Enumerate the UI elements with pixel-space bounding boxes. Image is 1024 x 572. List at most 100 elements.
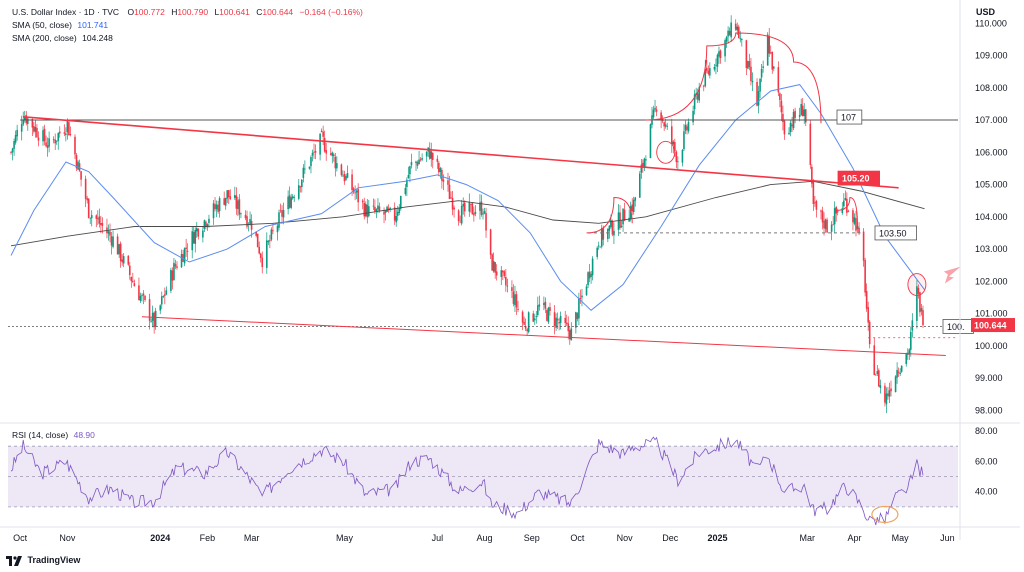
- candle[interactable]: [250, 214, 253, 238]
- candle[interactable]: [151, 305, 154, 328]
- candle[interactable]: [368, 199, 370, 218]
- support-level-label[interactable]: 100.: [942, 319, 974, 334]
- candle[interactable]: [503, 270, 506, 279]
- candle[interactable]: [821, 206, 824, 230]
- candle[interactable]: [800, 98, 802, 116]
- candle[interactable]: [549, 302, 551, 316]
- candle[interactable]: [223, 191, 225, 206]
- candle[interactable]: [22, 111, 25, 127]
- candle[interactable]: [302, 164, 305, 183]
- candle[interactable]: [287, 190, 289, 215]
- candle[interactable]: [515, 290, 518, 315]
- candle[interactable]: [867, 301, 869, 331]
- candle[interactable]: [905, 352, 908, 367]
- candle[interactable]: [640, 158, 643, 179]
- candle[interactable]: [698, 82, 700, 104]
- candle[interactable]: [270, 227, 273, 242]
- candle[interactable]: [798, 107, 801, 122]
- candle[interactable]: [652, 105, 655, 121]
- candle[interactable]: [249, 211, 251, 226]
- candle[interactable]: [459, 215, 461, 223]
- candle[interactable]: [768, 28, 771, 57]
- pattern-arc[interactable]: [836, 196, 859, 227]
- candle[interactable]: [122, 252, 125, 268]
- candle[interactable]: [267, 239, 270, 246]
- candle[interactable]: [579, 289, 582, 304]
- candle[interactable]: [26, 117, 29, 131]
- candle[interactable]: [63, 124, 66, 137]
- candle[interactable]: [266, 232, 268, 274]
- candle[interactable]: [11, 147, 14, 161]
- level-107-label[interactable]: 107: [836, 109, 863, 125]
- candle[interactable]: [670, 118, 673, 153]
- candle[interactable]: [762, 60, 764, 73]
- candle[interactable]: [474, 205, 477, 217]
- candle[interactable]: [279, 203, 282, 213]
- candle[interactable]: [301, 179, 303, 193]
- candle[interactable]: [246, 210, 248, 229]
- candle[interactable]: [354, 185, 356, 201]
- candle[interactable]: [438, 160, 440, 177]
- candle[interactable]: [709, 62, 711, 79]
- candle[interactable]: [783, 119, 786, 140]
- candle[interactable]: [655, 106, 658, 117]
- candle[interactable]: [868, 319, 871, 349]
- candle[interactable]: [25, 111, 28, 126]
- candle[interactable]: [393, 202, 396, 225]
- candles[interactable]: [10, 15, 924, 414]
- candle[interactable]: [899, 368, 901, 376]
- candle[interactable]: [208, 214, 210, 228]
- candle[interactable]: [366, 198, 369, 224]
- candle[interactable]: [197, 227, 200, 240]
- candle[interactable]: [87, 198, 90, 219]
- candle[interactable]: [470, 203, 472, 213]
- candle[interactable]: [133, 279, 136, 287]
- candle[interactable]: [852, 208, 854, 231]
- candle[interactable]: [597, 241, 600, 250]
- candle[interactable]: [608, 225, 611, 239]
- price-axis[interactable]: USD 98.000 99.000 100.000 101.000 102.000 103…: [959, 0, 1015, 540]
- candle[interactable]: [483, 207, 486, 215]
- candle[interactable]: [428, 142, 431, 160]
- candle[interactable]: [46, 137, 49, 157]
- candle[interactable]: [31, 118, 34, 136]
- candle[interactable]: [43, 124, 46, 146]
- candle[interactable]: [581, 288, 583, 307]
- candle[interactable]: [654, 99, 656, 113]
- candle[interactable]: [823, 212, 825, 236]
- candle[interactable]: [450, 191, 452, 199]
- candle[interactable]: [325, 142, 327, 161]
- candle[interactable]: [705, 59, 708, 74]
- candle[interactable]: [159, 304, 162, 315]
- candle[interactable]: [511, 280, 513, 299]
- candle[interactable]: [748, 53, 751, 71]
- candle[interactable]: [716, 53, 719, 73]
- candle[interactable]: [416, 160, 419, 169]
- level-103-50-label[interactable]: 103.50: [874, 225, 917, 241]
- candle[interactable]: [421, 153, 423, 162]
- candle[interactable]: [407, 166, 410, 179]
- candle[interactable]: [884, 382, 886, 407]
- candle[interactable]: [453, 205, 455, 218]
- candle[interactable]: [48, 131, 50, 153]
- candle[interactable]: [724, 38, 726, 62]
- candle[interactable]: [441, 167, 443, 189]
- pattern-arc[interactable]: [586, 196, 633, 234]
- candle[interactable]: [58, 126, 61, 138]
- candle[interactable]: [14, 130, 17, 145]
- highlight-circle[interactable]: [907, 273, 927, 296]
- candle[interactable]: [596, 246, 598, 260]
- candle[interactable]: [16, 124, 18, 141]
- candle[interactable]: [873, 337, 876, 376]
- candle[interactable]: [524, 318, 527, 332]
- candle[interactable]: [687, 118, 690, 134]
- candle[interactable]: [725, 35, 728, 48]
- candle[interactable]: [406, 177, 408, 197]
- candle[interactable]: [512, 284, 515, 307]
- candle[interactable]: [919, 291, 921, 317]
- candle[interactable]: [361, 198, 364, 210]
- candle[interactable]: [203, 219, 206, 232]
- candle[interactable]: [320, 128, 323, 133]
- candle[interactable]: [693, 89, 696, 115]
